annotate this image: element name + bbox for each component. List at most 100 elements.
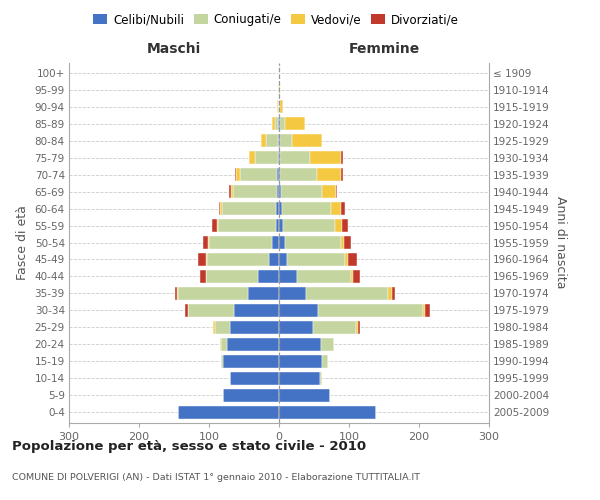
Legend: Celibi/Nubili, Coniugati/e, Vedovi/e, Divorziati/e: Celibi/Nubili, Coniugati/e, Vedovi/e, Di… <box>88 8 464 31</box>
Bar <box>322 185 336 198</box>
Bar <box>185 304 188 317</box>
Bar <box>230 320 279 334</box>
Bar <box>209 236 272 250</box>
Bar <box>279 100 280 114</box>
Bar <box>258 270 279 283</box>
Bar <box>278 117 279 130</box>
Bar <box>249 151 254 164</box>
Bar <box>272 236 279 250</box>
Bar <box>279 83 280 96</box>
Bar <box>229 185 230 198</box>
Bar <box>220 202 221 215</box>
Bar <box>235 168 236 181</box>
Bar <box>283 218 335 232</box>
Bar <box>279 236 284 250</box>
Bar <box>336 185 337 198</box>
Bar <box>317 304 422 317</box>
Bar <box>208 236 209 250</box>
Bar <box>341 202 345 215</box>
Bar <box>322 354 328 368</box>
Bar <box>317 168 341 181</box>
Bar <box>277 168 279 181</box>
Bar <box>388 286 392 300</box>
Bar <box>279 372 320 385</box>
Bar <box>296 270 351 283</box>
Bar <box>231 185 233 198</box>
Bar <box>341 151 343 164</box>
Bar <box>287 252 345 266</box>
Bar <box>218 218 275 232</box>
Bar <box>213 320 215 334</box>
Bar <box>212 218 217 232</box>
Bar <box>206 252 207 266</box>
Bar <box>275 117 278 130</box>
Y-axis label: Anni di nascita: Anni di nascita <box>554 196 566 289</box>
Bar <box>269 252 279 266</box>
Bar <box>425 304 430 317</box>
Bar <box>220 338 221 351</box>
Y-axis label: Fasce di età: Fasce di età <box>16 205 29 280</box>
Bar <box>175 286 177 300</box>
Bar <box>277 185 279 198</box>
Text: COMUNE DI POLVERIGI (AN) - Dati ISTAT 1° gennaio 2010 - Elaborazione TUTTITALIA.: COMUNE DI POLVERIGI (AN) - Dati ISTAT 1°… <box>12 473 420 482</box>
Text: Femmine: Femmine <box>349 42 419 56</box>
Bar <box>276 202 279 215</box>
Bar <box>266 134 278 147</box>
Bar <box>358 320 360 334</box>
Bar <box>310 151 341 164</box>
Bar <box>221 202 276 215</box>
Bar <box>215 320 230 334</box>
Bar <box>200 270 205 283</box>
Bar <box>188 304 233 317</box>
Bar <box>279 134 280 147</box>
Bar <box>335 218 342 232</box>
Bar <box>279 354 322 368</box>
Bar <box>227 338 279 351</box>
Bar <box>344 236 351 250</box>
Bar <box>280 151 310 164</box>
Bar <box>279 117 280 130</box>
Bar <box>313 320 356 334</box>
Bar <box>280 100 283 114</box>
Bar <box>279 185 281 198</box>
Bar <box>279 406 376 419</box>
Bar <box>279 304 317 317</box>
Bar <box>320 372 322 385</box>
Bar <box>221 338 227 351</box>
Bar <box>279 218 283 232</box>
Bar <box>351 270 353 283</box>
Bar <box>261 134 266 147</box>
Bar <box>278 134 279 147</box>
Bar <box>278 83 279 96</box>
Bar <box>279 252 287 266</box>
Bar <box>230 372 279 385</box>
Bar <box>305 286 388 300</box>
Bar <box>280 117 286 130</box>
Bar <box>178 286 248 300</box>
Bar <box>279 168 280 181</box>
Bar <box>279 202 282 215</box>
Bar <box>392 286 395 300</box>
Bar <box>341 236 344 250</box>
Bar <box>348 252 356 266</box>
Bar <box>223 388 279 402</box>
Bar <box>277 100 278 114</box>
Bar <box>321 338 334 351</box>
Bar <box>217 218 218 232</box>
Bar <box>279 388 330 402</box>
Bar <box>205 270 258 283</box>
Bar <box>272 117 275 130</box>
Bar <box>279 286 305 300</box>
Bar <box>275 218 279 232</box>
Bar <box>177 286 178 300</box>
Bar <box>233 304 279 317</box>
Text: Maschi: Maschi <box>147 42 201 56</box>
Bar <box>280 168 317 181</box>
Bar <box>221 354 223 368</box>
Bar <box>223 354 279 368</box>
Bar <box>422 304 425 317</box>
Bar <box>292 134 322 147</box>
Bar <box>203 236 208 250</box>
Bar <box>278 100 279 114</box>
Bar <box>207 252 269 266</box>
